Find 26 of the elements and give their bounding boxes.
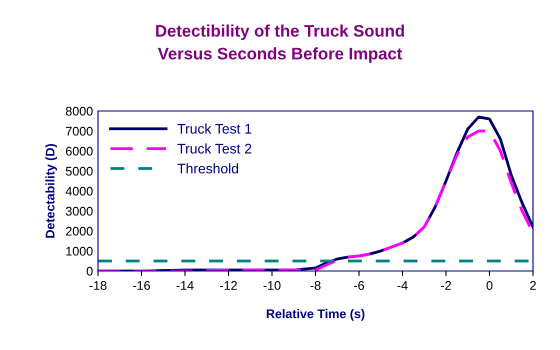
- legend-label: Truck Test 1: [177, 124, 252, 134]
- y-tick-label: 7000: [66, 126, 93, 136]
- x-tick-label: -8: [310, 281, 321, 290]
- x-tick-label: -2: [441, 281, 451, 290]
- y-tick-label: 4000: [66, 186, 93, 196]
- x-tick-label: -18: [90, 281, 106, 290]
- y-tick-label: 0: [86, 266, 93, 276]
- x-tick-label: -4: [398, 281, 408, 290]
- y-tick-label: 3000: [66, 206, 93, 216]
- legend-label: Truck Test 2: [177, 143, 252, 154]
- y-tick-label: 2000: [66, 226, 93, 236]
- x-tick-label: -12: [220, 281, 237, 290]
- y-tick-label: 1000: [66, 246, 93, 256]
- chart-title: Detectibility of the Truck Sound Versus Seconds Before Impact: [156, 24, 404, 63]
- y-tick-label: 8000: [66, 106, 93, 116]
- y-tick-label: 6000: [66, 146, 93, 156]
- x-tick-label: 2: [530, 281, 536, 290]
- x-tick-label: 0: [486, 281, 492, 290]
- x-tick-label: -14: [176, 281, 194, 290]
- y-axis-title: Detectability (D): [45, 144, 57, 238]
- x-axis-title: Relative Time (s): [266, 309, 364, 321]
- x-tick-label: -16: [133, 281, 150, 290]
- x-tick-label: -10: [264, 281, 281, 290]
- y-tick-label: 5000: [66, 166, 93, 176]
- x-tick-label: -6: [354, 281, 364, 290]
- legend-label: Threshold: [177, 163, 238, 174]
